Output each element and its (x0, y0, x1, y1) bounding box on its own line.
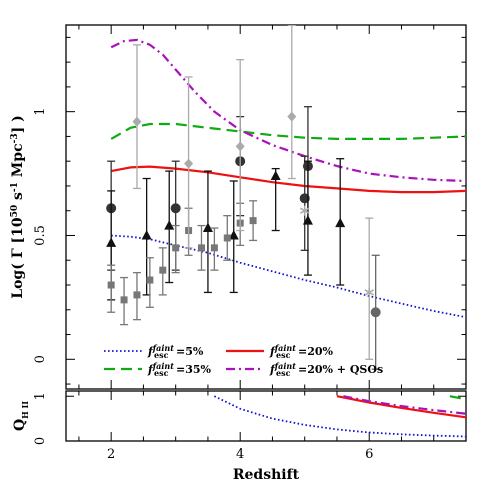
point-square (146, 276, 154, 284)
main-series-fq (110, 38, 466, 183)
bottom-y-axis-label-main: Q (12, 419, 28, 431)
legend-label-superscript: faint (274, 361, 296, 371)
point-square (159, 266, 167, 274)
y-tick-label: 0 (33, 355, 48, 363)
point-diamond (132, 116, 142, 127)
point-square (120, 296, 128, 304)
main-frame (65, 24, 467, 390)
point-triangle (302, 215, 313, 225)
legend-label-superscript: faint (152, 361, 174, 371)
bottom-series-fq (343, 395, 466, 415)
legend-label-value: =20% + QSOs (298, 363, 383, 376)
y-tick-label: 0.5 (33, 225, 48, 246)
point-square (197, 244, 205, 252)
point-circle (370, 307, 381, 318)
legend-label-value: =5% (176, 345, 204, 358)
x-tick-label: 4 (236, 447, 244, 462)
point-square (133, 291, 141, 299)
point-diamond (235, 141, 245, 152)
point-triangle (202, 222, 213, 233)
y-axis-label-part: ] ) (10, 115, 26, 133)
point-square (107, 281, 115, 289)
y-axis-label-exponent: -3 (10, 133, 20, 143)
point-triangle (228, 229, 239, 240)
bottom-y-tick-label: 1 (33, 392, 48, 400)
legend-label-value: =20% (298, 345, 334, 358)
x-tick-label: 2 (107, 447, 115, 462)
y-axis-label-exponent: 50 (10, 205, 20, 218)
bottom-y-axis-label-sub: H II (20, 401, 30, 419)
y-axis-label-exponent: -1 (10, 182, 20, 192)
y-axis-label-part: Mpc (10, 143, 26, 182)
bottom-series-f35 (449, 395, 466, 401)
legend-label-subscript: esc (154, 350, 169, 360)
legend-label-f35: ffaint esc =35% (147, 361, 212, 378)
legend-label-superscript: faint (274, 343, 296, 353)
point-triangle (270, 170, 281, 181)
bottom-y-axis-label: QH II (12, 401, 30, 431)
legend-label-value: =35% (176, 363, 212, 376)
legend-label-superscript: faint (152, 343, 174, 353)
legend-label-subscript: esc (276, 350, 291, 360)
point-circle (170, 203, 181, 214)
bottom-y-tick-label: 0 (33, 437, 48, 445)
data-points (106, 25, 381, 370)
point-square (210, 244, 218, 252)
bottom-series-f5 (214, 395, 466, 438)
x-axis-label: Redshift (233, 467, 300, 483)
legend-label-f20: ffaint esc =20% (269, 343, 334, 360)
y-tick-label: 1 (33, 108, 48, 116)
x-tick-label: 6 (365, 447, 373, 462)
point-star-stroke (299, 207, 310, 214)
point-square (223, 234, 231, 242)
bottom-series-f20 (336, 395, 466, 419)
legend-label-subscript: esc (154, 368, 169, 378)
legend-label-symbol: f (147, 363, 155, 376)
legend-label-subscript: esc (276, 368, 291, 378)
point-triangle (141, 229, 152, 240)
point-circle (299, 193, 310, 204)
point-diamond (287, 111, 297, 122)
legend-label-symbol: f (269, 363, 277, 376)
main-panel: 0 0.5 1 Log( Γ [1050 s-1 Mpc-3] ) (10, 24, 467, 390)
legend: ffaint esc =5% ffaint esc =20%ffaint esc =35% ff… (104, 343, 383, 378)
legend-label-symbol: f (147, 345, 155, 358)
point-triangle (164, 220, 175, 230)
point-square (172, 244, 180, 252)
bottom-frame (65, 390, 467, 442)
y-axis-label: Log( Γ [1050 s-1 Mpc-3] ) (10, 115, 26, 299)
point-diamond (184, 158, 194, 169)
y-axis-label-part: Log( Γ [10 (10, 217, 26, 299)
point-triangle (106, 237, 117, 247)
legend-label-f5: ffaint esc =5% (147, 343, 204, 360)
y-axis-label-part: s (10, 192, 26, 205)
main-series-f35 (110, 122, 466, 140)
point-star-stroke (364, 289, 374, 296)
legend-label-fq: ffaint esc =20% + QSOs (269, 361, 383, 378)
legend-label-symbol: f (269, 345, 277, 358)
point-square (249, 217, 257, 225)
point-triangle (335, 217, 346, 228)
main-series-f20 (110, 165, 466, 194)
